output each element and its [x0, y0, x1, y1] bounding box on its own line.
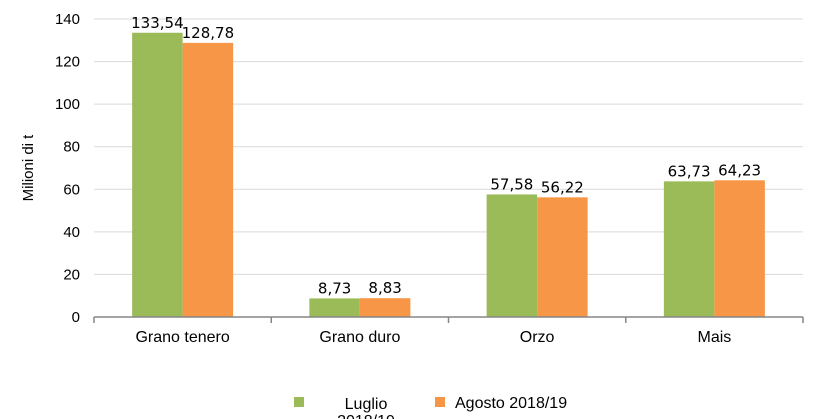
x-tick-label: Grano tenero — [135, 329, 229, 346]
bar-luglio — [132, 32, 183, 317]
legend-label-luglio-line2: 2018/19 — [337, 413, 395, 419]
bar-agosto — [359, 298, 411, 317]
legend-swatch-agosto — [435, 397, 445, 407]
y-tick-label: 140 — [55, 11, 80, 28]
y-tick-label: 120 — [55, 54, 80, 71]
data-label: 57,58 — [490, 175, 533, 193]
legend-swatch-luglio — [294, 397, 304, 407]
data-label: 63,73 — [668, 162, 711, 180]
bar-luglio — [309, 298, 360, 317]
data-label: 56,22 — [541, 178, 584, 196]
y-tick-label: 20 — [63, 266, 80, 283]
bar-agosto — [182, 42, 234, 318]
x-tick-label: Mais — [697, 329, 731, 346]
data-label: 133,54 — [131, 14, 184, 32]
bar-agosto — [714, 180, 765, 317]
data-label: 8,73 — [318, 279, 351, 297]
y-axis-label: Milioni di t — [20, 134, 37, 202]
y-tick-label: 60 — [63, 181, 80, 198]
legend-label-luglio: Luglio — [345, 396, 388, 413]
x-tick-label: Grano duro — [319, 329, 400, 346]
data-label: 64,23 — [718, 161, 761, 179]
legend-label-agosto: Agosto 2018/19 — [455, 395, 567, 412]
y-tick-label: 40 — [63, 224, 80, 241]
data-label: 128,78 — [182, 24, 235, 42]
bar-luglio — [486, 194, 538, 317]
x-tick-label: Orzo — [520, 329, 555, 346]
data-label: 8,83 — [368, 279, 401, 297]
y-tick-label: 80 — [63, 139, 80, 156]
y-tick-label: 100 — [55, 96, 80, 113]
bar-luglio — [663, 181, 715, 317]
bar-agosto — [537, 197, 588, 317]
y-tick-label: 0 — [72, 309, 80, 326]
